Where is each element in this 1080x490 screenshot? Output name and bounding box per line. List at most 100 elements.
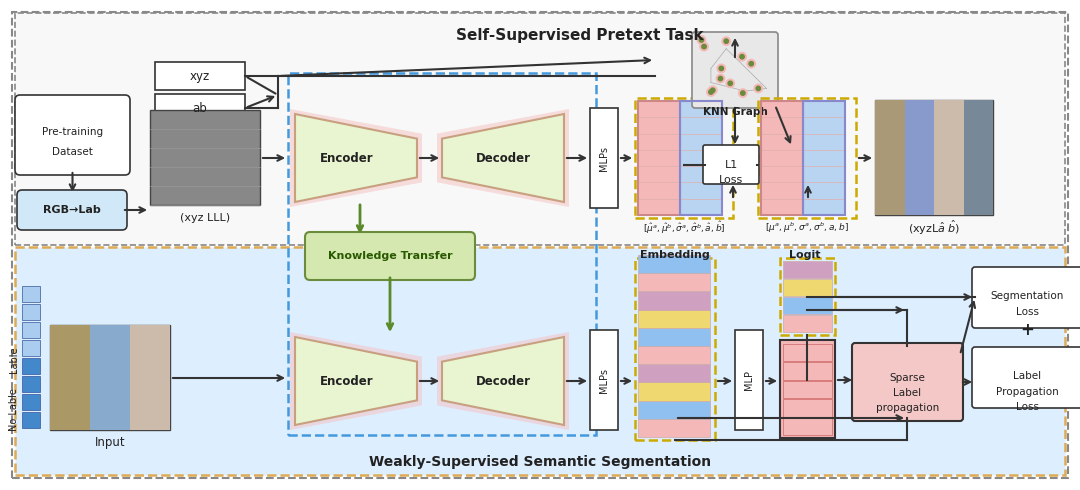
Bar — [22, 358, 40, 374]
Text: Loss: Loss — [719, 175, 743, 185]
Circle shape — [718, 76, 723, 81]
Bar — [761, 101, 804, 215]
FancyBboxPatch shape — [17, 190, 127, 230]
Bar — [804, 182, 845, 199]
Bar — [590, 330, 618, 430]
Bar — [783, 417, 832, 435]
Polygon shape — [295, 337, 417, 425]
Bar — [761, 150, 804, 166]
Circle shape — [723, 37, 730, 46]
Text: L1: L1 — [725, 160, 738, 170]
Bar — [804, 199, 845, 215]
Bar — [288, 73, 596, 435]
Circle shape — [740, 54, 744, 59]
Text: MLPs: MLPs — [599, 146, 609, 171]
Bar — [783, 279, 832, 296]
Bar — [638, 364, 710, 382]
Bar — [761, 134, 804, 150]
Bar — [22, 322, 40, 338]
Circle shape — [702, 45, 706, 49]
Bar — [783, 362, 832, 379]
Bar — [758, 98, 856, 218]
Bar — [804, 101, 845, 117]
Bar — [635, 98, 733, 218]
Bar — [804, 117, 845, 134]
Bar — [875, 100, 993, 215]
Bar — [638, 273, 710, 292]
Circle shape — [741, 91, 745, 95]
Circle shape — [747, 59, 755, 68]
Circle shape — [706, 88, 715, 96]
Text: No Lable: No Lable — [9, 389, 19, 431]
Bar — [22, 304, 40, 320]
Text: KNN Graph: KNN Graph — [703, 107, 768, 117]
Bar — [735, 330, 762, 430]
Bar — [680, 182, 723, 199]
Bar — [761, 199, 804, 215]
Text: Weakly-Supervised Semantic Segmentation: Weakly-Supervised Semantic Segmentation — [369, 455, 711, 469]
Text: Encoder: Encoder — [320, 151, 373, 165]
Bar — [50, 325, 170, 430]
Bar — [804, 166, 845, 182]
Bar — [638, 101, 680, 215]
Text: Label: Label — [893, 388, 921, 398]
Polygon shape — [437, 332, 569, 430]
Bar — [638, 310, 710, 328]
Polygon shape — [291, 332, 422, 430]
Circle shape — [728, 81, 732, 86]
Bar — [680, 101, 723, 117]
Circle shape — [717, 64, 726, 73]
Bar — [680, 199, 723, 215]
FancyBboxPatch shape — [305, 232, 475, 280]
Bar — [638, 182, 680, 199]
Bar — [635, 258, 715, 440]
Text: Sparse: Sparse — [890, 373, 926, 383]
Circle shape — [708, 86, 717, 95]
Bar — [638, 346, 710, 364]
Text: Encoder: Encoder — [320, 374, 373, 388]
Bar — [590, 108, 618, 208]
Bar — [638, 419, 710, 437]
Bar — [804, 101, 845, 215]
Circle shape — [711, 88, 715, 93]
Bar — [638, 134, 680, 150]
Circle shape — [750, 61, 754, 66]
Circle shape — [700, 42, 708, 51]
Text: Loss: Loss — [1016, 307, 1039, 317]
Bar — [783, 315, 832, 332]
Bar — [150, 110, 260, 205]
Bar — [783, 297, 832, 314]
Bar — [680, 117, 723, 134]
Bar — [156, 62, 245, 90]
Bar — [638, 328, 710, 346]
Bar — [638, 150, 680, 166]
Polygon shape — [295, 114, 417, 202]
Text: Propagation: Propagation — [996, 387, 1058, 397]
Text: ab: ab — [192, 101, 207, 115]
Bar — [875, 100, 905, 215]
Text: $[\mu^a,\mu^b,\sigma^a,\sigma^b,a,b]$: $[\mu^a,\mu^b,\sigma^a,\sigma^b,a,b]$ — [765, 221, 849, 235]
Bar — [22, 286, 40, 302]
Bar — [22, 394, 40, 410]
Text: Loss: Loss — [1016, 402, 1039, 412]
Circle shape — [724, 39, 728, 43]
Bar — [50, 325, 90, 430]
Bar — [680, 166, 723, 182]
Text: RGB→Lab: RGB→Lab — [43, 205, 100, 215]
Text: Decoder: Decoder — [475, 151, 530, 165]
Bar — [680, 134, 723, 150]
Polygon shape — [291, 109, 422, 207]
Text: Input: Input — [95, 436, 125, 448]
Text: $[\hat{\mu}^a,\hat{\mu}^b,\hat{\sigma}^a,\hat{\sigma}^b,\hat{a},\hat{b}]$: $[\hat{\mu}^a,\hat{\mu}^b,\hat{\sigma}^a… — [643, 220, 726, 236]
Bar — [783, 343, 832, 361]
Bar — [638, 255, 710, 273]
Text: Decoder: Decoder — [475, 374, 530, 388]
Bar — [22, 412, 40, 428]
Circle shape — [756, 86, 760, 91]
Polygon shape — [442, 114, 564, 202]
FancyBboxPatch shape — [972, 267, 1080, 328]
Circle shape — [738, 52, 746, 61]
FancyBboxPatch shape — [692, 32, 778, 108]
FancyBboxPatch shape — [972, 347, 1080, 408]
Bar — [638, 166, 680, 182]
